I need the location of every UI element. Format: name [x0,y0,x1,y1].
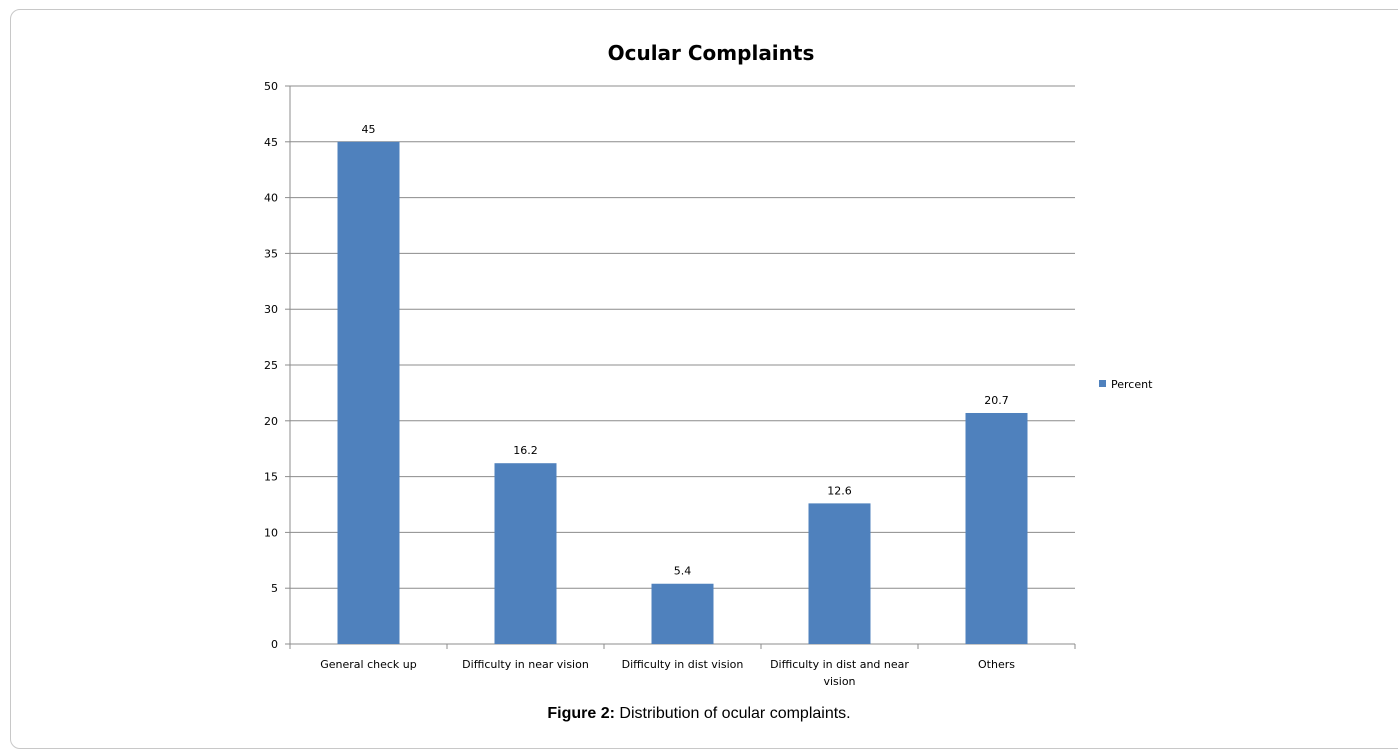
y-tick-label: 45 [264,136,278,149]
y-tick-label: 15 [264,471,278,484]
y-tick-label: 50 [264,80,278,93]
bar [651,583,714,644]
bar [337,141,400,645]
y-tick-label: 35 [264,247,278,260]
y-tick-label: 10 [264,526,278,539]
axes: 0 5 10 15 20 25 30 35 40 45 50 General check up Diff… [264,80,1076,688]
data-labels: 45 16.2 5.4 12.6 20.7 [362,123,1009,578]
y-tick-label: 25 [264,359,278,372]
figure-caption: Figure 2: Distribution of ocular complai… [0,705,1398,723]
y-tick-label: 40 [264,192,278,205]
legend-swatch [1099,380,1106,387]
bars [337,141,1028,645]
x-tick-label: Difficulty in near vision [462,658,589,671]
chart-title: Ocular Complaints [608,41,815,65]
bar [494,463,557,644]
caption-text: Distribution of ocular complaints. [614,705,851,722]
y-tick-label: 30 [264,303,278,316]
gridlines [290,85,1075,589]
y-tick-label: 0 [271,638,278,651]
x-tick-label: Difficulty in dist and near vision [770,658,909,688]
data-label: 12.6 [827,484,852,497]
bar [808,503,871,644]
data-label: 45 [362,123,376,136]
data-label: 20.7 [984,394,1009,407]
y-tick-label: 20 [264,415,278,428]
y-tick-label: 5 [271,582,278,595]
data-label: 16.2 [513,444,538,457]
legend-label: Percent [1111,378,1153,391]
x-tick-label: General check up [320,658,417,671]
legend: Percent [1099,378,1153,391]
bar [965,412,1028,644]
x-tick-label: Others [978,658,1015,671]
caption-label: Figure 2: [547,705,615,722]
data-label: 5.4 [674,565,692,578]
bar-chart: Ocular Complaints 0 5 10 15 20 25 30 35 40 45 50 Ge… [264,41,1153,688]
x-tick-label: Difficulty in dist vision [622,658,744,671]
